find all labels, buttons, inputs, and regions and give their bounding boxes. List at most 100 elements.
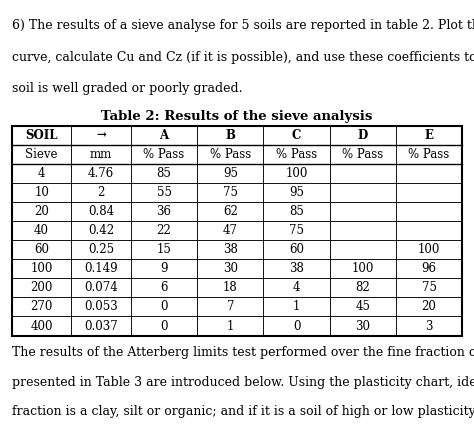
Text: 1: 1 xyxy=(293,301,300,313)
Bar xyxy=(131,164,197,183)
Text: 96: 96 xyxy=(421,262,437,275)
Bar xyxy=(12,278,72,297)
Bar xyxy=(264,297,329,317)
Text: 55: 55 xyxy=(156,186,172,199)
Bar xyxy=(12,126,72,145)
Bar xyxy=(329,297,396,317)
Text: % Pass: % Pass xyxy=(210,148,251,161)
Text: 75: 75 xyxy=(223,186,238,199)
Text: 7: 7 xyxy=(227,301,234,313)
Text: 95: 95 xyxy=(289,186,304,199)
Bar xyxy=(131,259,197,278)
Bar xyxy=(131,183,197,202)
Text: E: E xyxy=(425,129,434,142)
Text: 75: 75 xyxy=(421,281,437,294)
Bar xyxy=(72,126,131,145)
Text: 95: 95 xyxy=(223,167,238,180)
Bar xyxy=(197,145,264,164)
Bar xyxy=(396,183,462,202)
Text: →: → xyxy=(96,129,106,142)
Text: % Pass: % Pass xyxy=(144,148,185,161)
Bar xyxy=(72,297,131,317)
Bar xyxy=(131,202,197,221)
Bar xyxy=(197,259,264,278)
Text: presented in Table 3 are introduced below. Using the plasticity chart, identify : presented in Table 3 are introduced belo… xyxy=(12,376,474,389)
Text: 85: 85 xyxy=(156,167,172,180)
Bar xyxy=(396,259,462,278)
Text: soil is well graded or poorly graded.: soil is well graded or poorly graded. xyxy=(12,82,242,95)
Bar xyxy=(329,278,396,297)
Bar xyxy=(72,259,131,278)
Bar xyxy=(72,278,131,297)
Bar xyxy=(72,202,131,221)
Bar xyxy=(396,164,462,183)
Text: 20: 20 xyxy=(421,301,437,313)
Bar xyxy=(396,278,462,297)
Text: 0.84: 0.84 xyxy=(88,205,114,218)
Text: 0.42: 0.42 xyxy=(88,224,114,237)
Text: 2: 2 xyxy=(98,186,105,199)
Bar xyxy=(12,317,72,336)
Bar xyxy=(197,126,264,145)
Bar xyxy=(72,240,131,259)
Text: 0.037: 0.037 xyxy=(84,320,118,333)
Bar xyxy=(329,183,396,202)
Text: 0.149: 0.149 xyxy=(84,262,118,275)
Text: SOIL: SOIL xyxy=(26,129,58,142)
Text: % Pass: % Pass xyxy=(409,148,450,161)
Bar xyxy=(264,317,329,336)
Text: % Pass: % Pass xyxy=(342,148,383,161)
Bar xyxy=(396,202,462,221)
Text: 100: 100 xyxy=(418,243,440,256)
Bar xyxy=(131,126,197,145)
Bar xyxy=(12,221,72,240)
Bar xyxy=(72,317,131,336)
Bar xyxy=(264,164,329,183)
Bar xyxy=(329,145,396,164)
Text: 45: 45 xyxy=(356,301,370,313)
Text: 0: 0 xyxy=(293,320,300,333)
Text: 38: 38 xyxy=(289,262,304,275)
Bar xyxy=(396,126,462,145)
Bar xyxy=(12,126,462,336)
Text: 100: 100 xyxy=(30,262,53,275)
Bar xyxy=(197,240,264,259)
Bar xyxy=(131,221,197,240)
Text: 4: 4 xyxy=(293,281,300,294)
Text: 3: 3 xyxy=(425,320,433,333)
Text: 400: 400 xyxy=(30,320,53,333)
Bar xyxy=(72,221,131,240)
Bar xyxy=(72,145,131,164)
Bar xyxy=(396,240,462,259)
Bar xyxy=(197,297,264,317)
Text: 100: 100 xyxy=(352,262,374,275)
Text: curve, calculate Cu and Cz (if it is possible), and use these coefficients to de: curve, calculate Cu and Cz (if it is pos… xyxy=(12,51,474,64)
Text: 6) The results of a sieve analyse for 5 soils are reported in table 2. Plot the : 6) The results of a sieve analyse for 5 … xyxy=(12,19,474,32)
Text: D: D xyxy=(358,129,368,142)
Bar xyxy=(197,317,264,336)
Text: 40: 40 xyxy=(34,224,49,237)
Bar xyxy=(131,145,197,164)
Text: The results of the Atterberg limits test performed over the fine fraction of the: The results of the Atterberg limits test… xyxy=(12,346,474,359)
Text: Table 2: Results of the sieve analysis: Table 2: Results of the sieve analysis xyxy=(101,110,373,123)
Bar xyxy=(264,183,329,202)
Bar xyxy=(396,317,462,336)
Bar xyxy=(264,240,329,259)
Text: 100: 100 xyxy=(285,167,308,180)
Text: C: C xyxy=(292,129,301,142)
Bar xyxy=(264,202,329,221)
Bar xyxy=(12,183,72,202)
Text: 0: 0 xyxy=(160,301,168,313)
Bar xyxy=(197,183,264,202)
Text: 62: 62 xyxy=(223,205,237,218)
Text: 4.76: 4.76 xyxy=(88,167,114,180)
Bar xyxy=(264,278,329,297)
Bar xyxy=(131,240,197,259)
Text: fraction is a clay, silt or organic; and if it is a soil of high or low plastici: fraction is a clay, silt or organic; and… xyxy=(12,405,474,418)
Bar xyxy=(264,221,329,240)
Bar xyxy=(12,164,72,183)
Text: 1: 1 xyxy=(227,320,234,333)
Text: 15: 15 xyxy=(156,243,172,256)
Bar xyxy=(12,259,72,278)
Text: 9: 9 xyxy=(160,262,168,275)
